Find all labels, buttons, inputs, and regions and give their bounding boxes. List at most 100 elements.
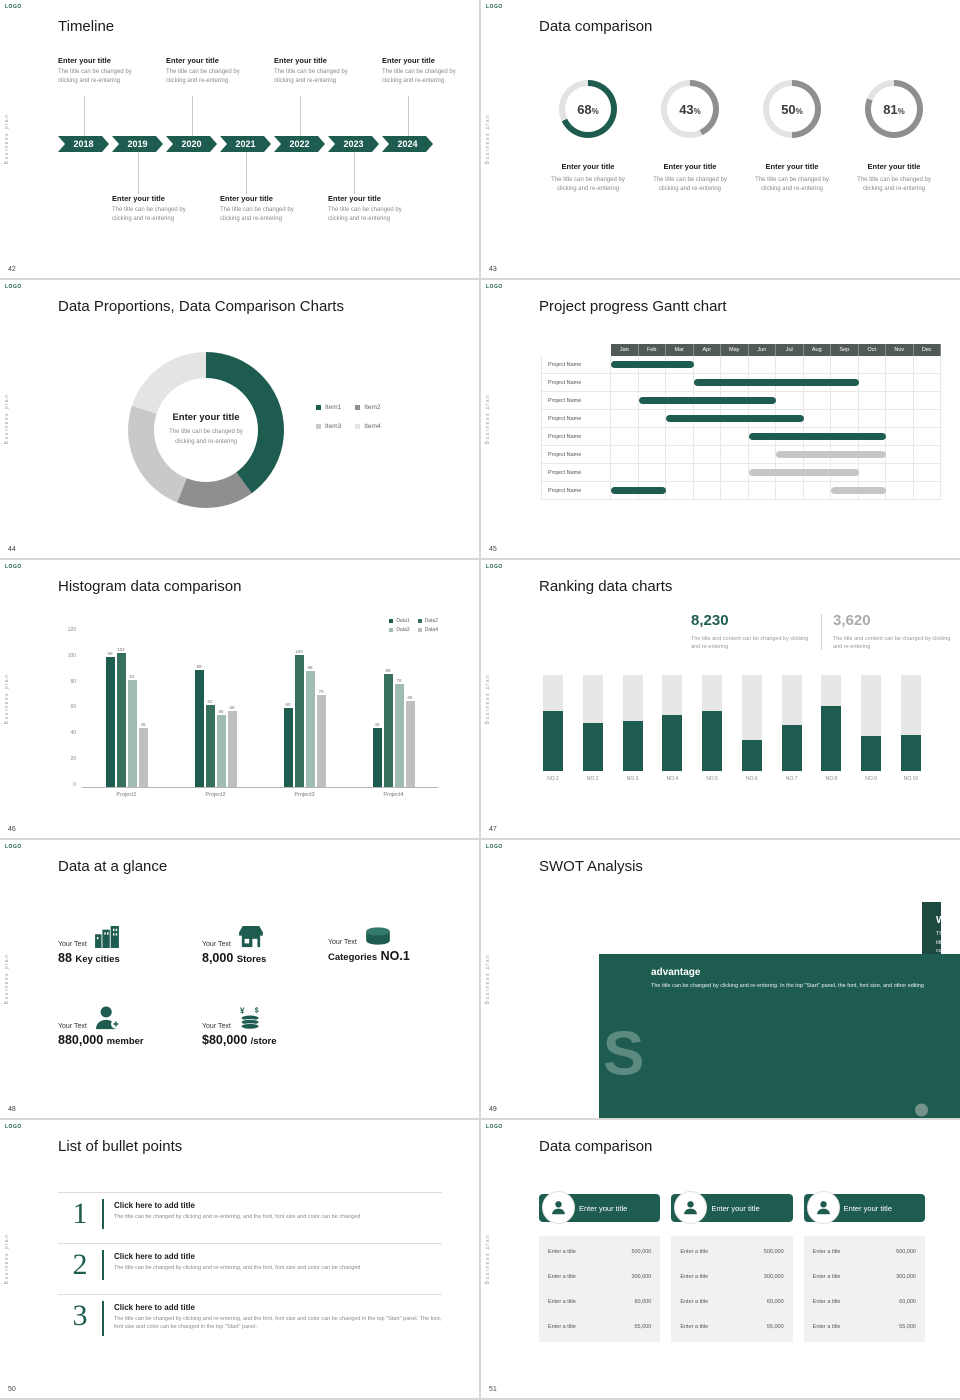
- histogram-bar[interactable]: [205, 705, 215, 787]
- timeline-year[interactable]: 2023: [328, 136, 379, 152]
- bullet-desc: The title can be changed by clicking and…: [114, 1214, 361, 1220]
- slide-46-histogram[interactable]: LOGO Business plan Histogram data compar…: [0, 560, 479, 838]
- histogram-bar[interactable]: [227, 710, 237, 787]
- ranking-bar[interactable]: [821, 705, 842, 771]
- histogram-bar[interactable]: [383, 673, 393, 787]
- stat-unit: member: [106, 1036, 144, 1047]
- histogram-bar[interactable]: [405, 701, 415, 787]
- slide-number: 49: [489, 1106, 497, 1113]
- ranking-bar[interactable]: [543, 711, 563, 771]
- gantt-bar[interactable]: [776, 451, 886, 458]
- stat-desc: The title and content can be changed by …: [833, 636, 951, 651]
- histogram-bar[interactable]: [105, 656, 115, 787]
- card-header[interactable]: Enter your title: [539, 1191, 661, 1224]
- x-category-label: NO.3: [626, 776, 639, 782]
- legend-item: Item2: [355, 404, 381, 411]
- slide-48-data-glance[interactable]: LOGO Business plan Data at a glance Your…: [0, 840, 479, 1118]
- y-tick-label: 80: [70, 678, 76, 685]
- gantt-bar[interactable]: [611, 361, 694, 368]
- plot-area: 99 102 81 45 89 62 55 58 60 100 88 70 45 86 78 65: [82, 630, 438, 788]
- timeline-year[interactable]: 2018: [58, 136, 109, 152]
- histogram-bar[interactable]: [127, 680, 137, 787]
- histogram-bar[interactable]: [305, 671, 315, 787]
- donut-value: 81%: [883, 101, 905, 117]
- slide-49-swot[interactable]: LOGO Business plan SWOT Analysis S advan…: [481, 840, 960, 1118]
- slide-47-ranking[interactable]: LOGO Business plan Ranking data charts 8…: [481, 560, 960, 838]
- bar-track: [582, 675, 603, 771]
- slide-43-data-comparison[interactable]: LOGO Business plan Data comparison 68% E…: [481, 0, 960, 278]
- donut-chart[interactable]: 68%: [559, 80, 617, 138]
- legend-swatch: [389, 619, 394, 623]
- gantt-row-label: Project Name: [541, 446, 611, 464]
- ranking-bar[interactable]: [622, 721, 643, 771]
- gantt-bar[interactable]: [693, 379, 859, 386]
- histogram-bar[interactable]: [283, 708, 293, 787]
- slide-51-data-comparison[interactable]: LOGO Business plan Data comparison Enter…: [481, 1120, 960, 1398]
- ranking-bar[interactable]: [662, 715, 683, 771]
- histogram-bar[interactable]: [194, 669, 204, 787]
- card-header[interactable]: Enter your title: [803, 1191, 925, 1224]
- donut-chart[interactable]: 43%: [661, 80, 719, 138]
- timeline-year[interactable]: 2019: [112, 136, 163, 152]
- card-row-label: Enter a title: [812, 1323, 841, 1330]
- timeline-item: Enter your title The title can be changed…: [328, 194, 422, 225]
- gantt-month: Mar: [666, 344, 694, 356]
- donut-chart[interactable]: Enter your title The title can be change…: [128, 352, 284, 508]
- legend-item: Data2: [417, 618, 438, 624]
- gantt-bar[interactable]: [831, 487, 886, 494]
- donut-desc: The title can be changed by clicking and…: [653, 177, 727, 193]
- timeline-year[interactable]: 2022: [274, 136, 325, 152]
- slide-44-data-proportions[interactable]: LOGO Business plan Data Proportions, Dat…: [0, 280, 479, 558]
- bullet-item[interactable]: 3 Click here to add title The title can be…: [58, 1294, 442, 1336]
- histogram-bar[interactable]: [116, 652, 126, 787]
- gantt-bar[interactable]: [666, 415, 804, 422]
- card-row: Enter a title 300,000: [548, 1264, 651, 1289]
- gantt-bar[interactable]: [611, 487, 666, 494]
- donut-chart[interactable]: 81%: [865, 80, 923, 138]
- bullet-item[interactable]: 1 Click here to add title The title can be…: [58, 1192, 442, 1229]
- slide-42-timeline[interactable]: LOGO Business plan Timeline 2018 Enter yo…: [0, 0, 479, 278]
- bullet-item[interactable]: 2 Click here to add title The title can be…: [58, 1243, 442, 1280]
- gantt-bar[interactable]: [748, 469, 859, 476]
- x-category-label: Project3: [294, 792, 315, 798]
- histogram-bar[interactable]: [372, 727, 382, 787]
- timeline-item: Enter your title The title can be changed…: [274, 56, 368, 87]
- stat-value: $80,000: [202, 1033, 248, 1047]
- histogram-bar[interactable]: [316, 694, 326, 787]
- logo: LOGO: [5, 4, 22, 10]
- swot-grid: S advantage The title can be changed by c…: [541, 902, 960, 1118]
- stat-secondary: 3,620 The title and content can be chang…: [833, 612, 955, 652]
- stat-unit: Stores: [236, 954, 267, 965]
- histogram-bar[interactable]: [216, 714, 226, 787]
- stat-value: 8,000: [202, 951, 234, 965]
- gantt-month: Jan: [611, 344, 639, 356]
- slide-45-gantt[interactable]: LOGO Business plan Project progress Gant…: [481, 280, 960, 558]
- slide-50-bullets[interactable]: LOGO Business plan List of bullet points…: [0, 1120, 479, 1398]
- card-header[interactable]: Enter your title: [671, 1191, 793, 1224]
- gantt-bar[interactable]: [748, 433, 886, 440]
- histogram-bar[interactable]: [394, 684, 404, 787]
- gantt-month: Sep: [831, 344, 859, 356]
- ranking-bar[interactable]: [702, 710, 723, 771]
- bar-value-label: 45: [374, 721, 380, 727]
- page-title: Data comparison: [539, 18, 653, 35]
- timeline-year[interactable]: 2020: [166, 136, 217, 152]
- card-row-value: 500,000: [896, 1248, 916, 1255]
- legend-label: Item3: [325, 423, 342, 430]
- timeline-year[interactable]: 2024: [382, 136, 433, 152]
- donut-stat: 43% Enter your title The title can be ch…: [647, 80, 733, 195]
- histogram-bar[interactable]: [294, 655, 304, 787]
- swot-strength-block[interactable]: S advantage The title can be changed by c…: [599, 954, 960, 1118]
- donut-chart[interactable]: 50%: [763, 80, 821, 138]
- y-tick-label: 60: [70, 704, 76, 711]
- ranking-bar[interactable]: [741, 740, 762, 771]
- stat-value: 8,230: [691, 612, 729, 629]
- ranking-bar[interactable]: [861, 736, 882, 771]
- timeline-year[interactable]: 2021: [220, 136, 271, 152]
- ranking-bar[interactable]: [781, 724, 802, 771]
- ranking-bar[interactable]: [582, 723, 603, 771]
- gantt-bar[interactable]: [638, 397, 776, 404]
- bar-track: [622, 675, 643, 771]
- ranking-bar[interactable]: [900, 734, 921, 771]
- histogram-bar[interactable]: [138, 727, 148, 787]
